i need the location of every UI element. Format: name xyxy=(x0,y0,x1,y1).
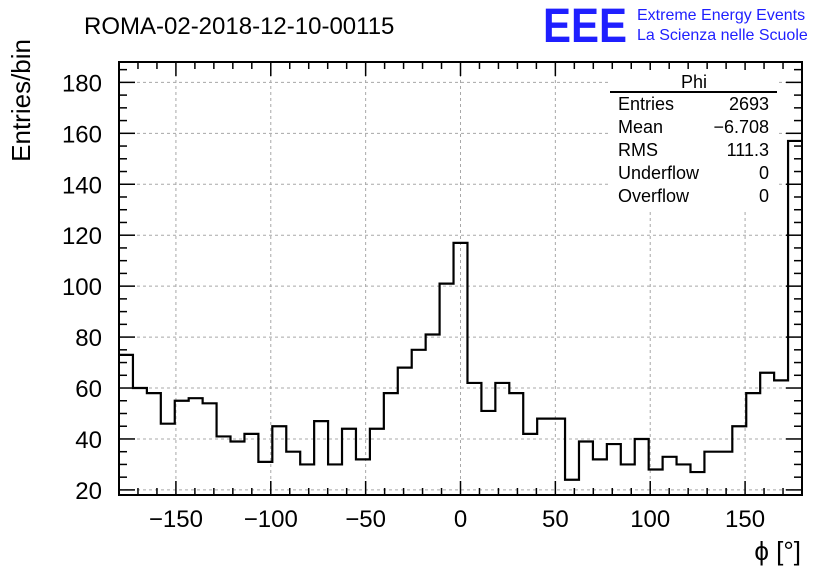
stats-row-label: Overflow xyxy=(618,186,690,206)
stats-row-value: 111.3 xyxy=(727,140,769,160)
stats-box-title: Phi xyxy=(681,72,707,92)
y-axis-label: Entries/bin xyxy=(6,39,36,162)
y-tick-label: 40 xyxy=(75,427,102,454)
x-tick-label: 0 xyxy=(454,506,467,533)
stats-row-value: 2693 xyxy=(729,94,769,114)
y-tick-label: 140 xyxy=(62,172,102,199)
x-axis-label: ϕ [°] xyxy=(754,536,801,566)
stats-box-background xyxy=(610,70,777,210)
x-tick-label: −50 xyxy=(345,506,386,533)
stats-row-label: Mean xyxy=(618,117,663,137)
x-tick-labels: −150 −100 −50 0 50 100 150 xyxy=(149,506,765,533)
y-tick-label: 120 xyxy=(62,223,102,250)
histogram-outline xyxy=(119,139,802,481)
stats-row-label: Entries xyxy=(618,94,674,114)
histogram-bars xyxy=(119,139,802,481)
axis-ticks xyxy=(119,62,802,495)
x-tick-label: 150 xyxy=(725,506,765,533)
x-tick-label: −150 xyxy=(149,506,203,533)
stats-box: Phi Entries 2693 Mean −6.708 RMS 111.3 Underfl… xyxy=(610,70,777,210)
stats-row-value: 0 xyxy=(759,163,769,183)
chart-title: ROMA-02-2018-12-10-00115 xyxy=(84,13,394,40)
eee-logo-line1: Extreme Energy Events xyxy=(637,7,805,24)
y-tick-label: 100 xyxy=(62,274,102,301)
eee-logo: EEE Extreme Energy Events La Scienza nel… xyxy=(543,0,808,53)
y-tick-label: 80 xyxy=(75,325,102,352)
stats-row-value: 0 xyxy=(759,186,769,206)
x-tick-label: 100 xyxy=(630,506,670,533)
y-tick-label: 60 xyxy=(75,376,102,403)
y-tick-label: 20 xyxy=(75,478,102,505)
x-tick-label: −100 xyxy=(244,506,298,533)
stats-row-label: RMS xyxy=(618,140,658,160)
stats-row-label: Underflow xyxy=(618,163,700,183)
y-tick-label: 160 xyxy=(62,121,102,148)
y-tick-labels: 20 40 60 80 100 120 140 160 180 xyxy=(62,70,102,505)
stats-row-value: −6.708 xyxy=(713,117,769,137)
eee-logo-line2: La Scienza nelle Scuole xyxy=(637,27,808,44)
y-tick-label: 180 xyxy=(62,70,102,97)
eee-logo-mark: EEE xyxy=(543,0,627,53)
stats-box-rows: Entries 2693 Mean −6.708 RMS 111.3 Underflow 0 O… xyxy=(618,94,769,206)
x-tick-label: 50 xyxy=(542,506,569,533)
